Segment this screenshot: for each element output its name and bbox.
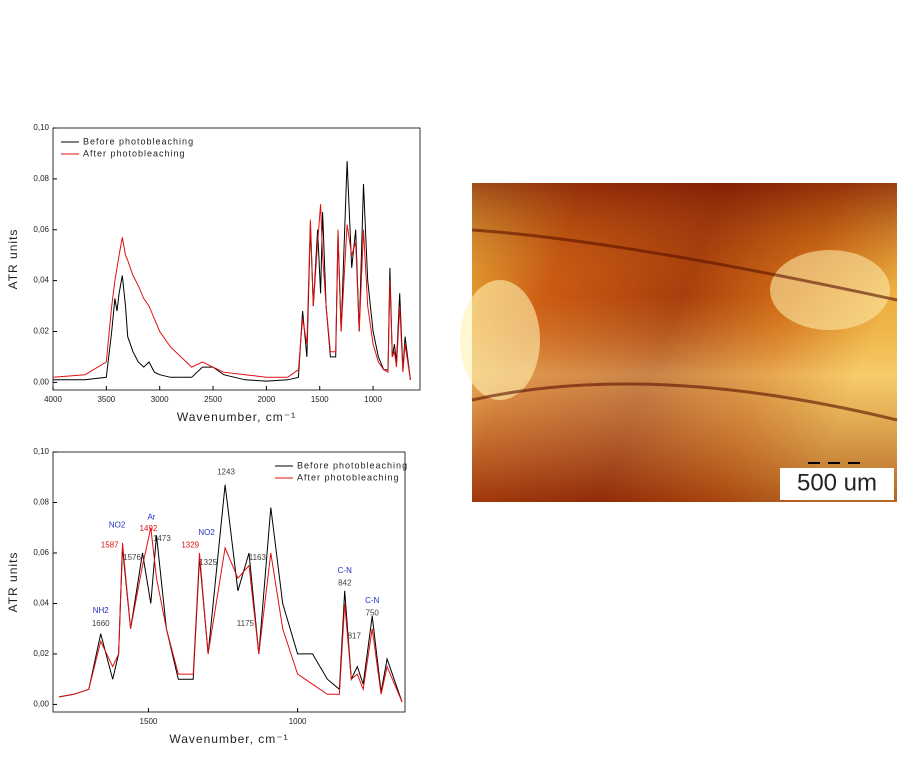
x-tick-label: 1500: [140, 717, 158, 726]
scale-box: [780, 468, 894, 500]
annotation: NH2: [93, 606, 110, 615]
y-tick-label: 0,08: [33, 498, 49, 507]
annotation: C-N: [338, 566, 352, 575]
legend-label: Before photobleaching: [297, 460, 408, 470]
chart: 0,00 0,02 0,04 0,06 0,08 0,10 1500 1000Wavenumb…: [6, 447, 408, 746]
y-tick-label: 0,10: [33, 447, 49, 456]
annotation: 1163: [249, 553, 267, 562]
annotation: 1325: [199, 558, 217, 567]
y-tick-label: 0,00: [33, 700, 49, 709]
y-tick-label: 0,00: [33, 377, 49, 386]
annotation: Ar: [147, 513, 155, 522]
annotation: 1492: [140, 524, 158, 533]
x-axis-label: Wavenumber, cm⁻¹: [177, 410, 296, 424]
spectrum-line: [52, 204, 411, 380]
y-tick-label: 0,06: [33, 225, 49, 234]
annotation: 842: [338, 578, 352, 587]
plot-frame: [52, 451, 406, 713]
y-tick-label: 0,02: [33, 649, 49, 658]
x-tick-label: 1500: [311, 395, 329, 404]
x-tick-label: 3000: [151, 395, 169, 404]
annotation: C-N: [365, 596, 379, 605]
y-axis-label: ATR units: [6, 229, 20, 290]
legend-label: Before photobleaching: [83, 136, 194, 146]
annotation: 1175: [237, 619, 255, 628]
x-tick-label: 1000: [289, 717, 307, 726]
y-tick-label: 0,02: [33, 327, 49, 336]
annotation: NO2: [109, 520, 126, 529]
x-tick-label: 4000: [44, 395, 62, 404]
y-tick-label: 0,08: [33, 174, 49, 183]
x-tick-label: 3500: [97, 395, 115, 404]
x-axis-label: Wavenumber, cm⁻¹: [169, 732, 288, 746]
photo-highlight: [770, 250, 890, 330]
plot-frame: [52, 127, 421, 391]
y-tick-label: 0,10: [33, 123, 49, 132]
annotation: 1473: [153, 534, 171, 543]
annotation: 1576: [123, 553, 141, 562]
y-axis-label: ATR units: [6, 552, 20, 613]
y-tick-label: 0,04: [33, 276, 49, 285]
annotation: 750: [366, 609, 380, 618]
scale-label: 500 um: [797, 469, 877, 496]
annotation: 1243: [217, 467, 235, 476]
annotation: 1660: [92, 619, 110, 628]
photo-streak: [471, 228, 898, 422]
legend-label: After photobleaching: [83, 148, 186, 158]
legend-label: After photobleaching: [297, 472, 400, 482]
chart: 0,00 0,02 0,04 0,06 0,08 0,10 4000 3500 3000 2500…: [6, 123, 421, 424]
photo-highlight: [460, 280, 540, 400]
y-tick-label: 0,06: [33, 548, 49, 557]
x-tick-label: 1000: [364, 395, 382, 404]
x-tick-label: 2000: [257, 395, 275, 404]
spectrum-line: [58, 527, 403, 703]
x-tick-label: 2500: [204, 395, 222, 404]
annotation: NO2: [198, 528, 215, 537]
annotation: 1587: [101, 541, 119, 550]
photo: 500 um: [460, 183, 898, 502]
y-tick-label: 0,04: [33, 599, 49, 608]
annotation: 817: [348, 631, 362, 640]
annotation: 1329: [181, 541, 199, 550]
